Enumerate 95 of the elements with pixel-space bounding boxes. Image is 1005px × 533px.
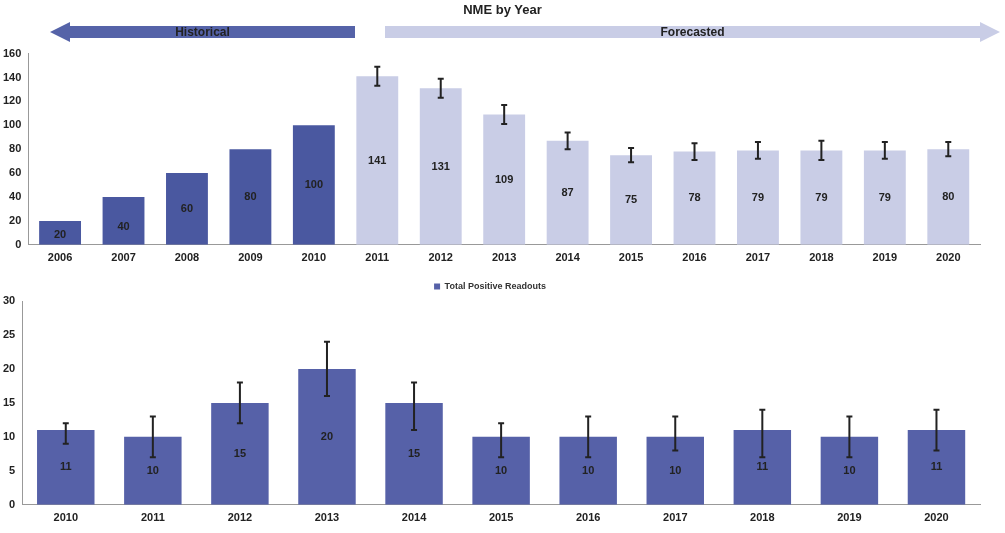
bar: [385, 402, 443, 505]
y-tick-label: 40: [9, 190, 22, 203]
data-label: 75: [624, 193, 638, 206]
x-tick-label: 2010: [53, 511, 79, 524]
x-tick-label: 2010: [301, 251, 327, 264]
bar: [800, 150, 843, 245]
y-tick-label: 30: [2, 294, 16, 307]
x-tick-label: 2019: [872, 251, 898, 264]
y-tick-label: 120: [2, 94, 22, 107]
x-tick-label: 2017: [745, 251, 771, 264]
bar: [124, 436, 182, 505]
y-tick-label: 80: [9, 142, 22, 155]
bar: [229, 149, 272, 245]
bar: [863, 150, 906, 245]
bar: [673, 151, 716, 245]
x-tick-label: 2006: [47, 251, 73, 264]
bar: [820, 436, 879, 505]
data-label: 78: [688, 191, 701, 204]
y-tick-label: 0: [9, 497, 16, 510]
data-label: 87: [561, 185, 574, 198]
bar: [356, 76, 399, 245]
data-label: 79: [751, 190, 765, 203]
bar: [907, 430, 966, 505]
x-tick-label: 2019: [837, 511, 862, 524]
bar: [472, 436, 530, 505]
y-tick-label: 100: [2, 118, 22, 131]
bar: [211, 402, 269, 505]
bar: [292, 125, 335, 245]
bar: [166, 173, 208, 245]
data-label: 20: [53, 227, 67, 240]
data-label: 40: [117, 220, 130, 233]
data-label: 10: [494, 463, 508, 476]
data-label: 15: [407, 446, 421, 459]
x-tick-label: 2011: [140, 511, 165, 524]
y-tick-label: 10: [2, 429, 16, 442]
x-tick-label: 2020: [924, 511, 949, 524]
x-tick-label: 2014: [401, 511, 428, 524]
bar: [737, 150, 779, 245]
data-label: 10: [582, 463, 595, 476]
y-tick-label: 15: [2, 395, 16, 408]
legend-label: Total Positive Readouts: [444, 280, 546, 291]
y-tick-label: 25: [2, 328, 16, 340]
y-tick-label: 0: [15, 237, 22, 250]
data-label: 20: [320, 429, 334, 442]
bar: [483, 114, 526, 245]
x-tick-label: 2007: [111, 251, 136, 264]
y-tick-label: 5: [9, 463, 16, 476]
data-label: 60: [180, 201, 194, 214]
bar: [37, 430, 95, 505]
data-label: 80: [942, 190, 955, 203]
bar: [927, 149, 970, 245]
data-label: 11: [59, 460, 72, 473]
x-tick-label: 2011: [365, 251, 390, 264]
y-tick-label: 160: [2, 46, 22, 59]
bar: [610, 155, 652, 245]
x-tick-label: 2013: [491, 251, 517, 264]
x-tick-label: 2009: [238, 251, 263, 264]
y-tick-label: 140: [2, 70, 22, 83]
data-label: 109: [495, 172, 514, 185]
data-label: 15: [233, 446, 247, 459]
data-label: 79: [815, 190, 828, 203]
y-tick-label: 20: [2, 361, 16, 374]
x-tick-label: 2015: [488, 511, 514, 524]
data-label: 100: [304, 178, 324, 191]
data-label: 11: [756, 460, 769, 473]
x-tick-label: 2012: [227, 511, 253, 524]
x-tick-label: 2014: [555, 251, 581, 264]
x-tick-label: 2017: [663, 511, 688, 524]
x-tick-label: 2016: [575, 511, 601, 524]
data-label: 10: [843, 463, 856, 476]
x-tick-label: 2015: [618, 251, 644, 264]
bar: [298, 368, 356, 505]
chart-title: NME by Year: [462, 2, 543, 17]
bar: [546, 140, 589, 245]
x-tick-label: 2008: [174, 251, 200, 264]
bar: [102, 197, 145, 245]
bar: [646, 436, 704, 505]
data-label: 141: [368, 153, 387, 166]
bar: [733, 430, 792, 505]
data-label: 79: [878, 190, 891, 203]
x-tick-label: 2018: [750, 511, 775, 524]
data-label: 131: [431, 159, 450, 172]
data-label: 80: [244, 190, 257, 203]
x-tick-label: 2018: [809, 251, 834, 264]
x-tick-label: 2016: [682, 251, 707, 264]
x-tick-label: 2012: [428, 251, 453, 264]
x-tick-label: 2020: [936, 251, 961, 264]
bar: [419, 88, 462, 245]
y-tick-label: 60: [9, 166, 22, 179]
data-label: 10: [146, 463, 159, 476]
y-tick-label: 20: [9, 213, 22, 226]
x-tick-label: 2013: [314, 511, 340, 524]
data-label: 11: [930, 460, 943, 473]
bar: [559, 436, 617, 505]
data-label: 10: [669, 463, 682, 476]
